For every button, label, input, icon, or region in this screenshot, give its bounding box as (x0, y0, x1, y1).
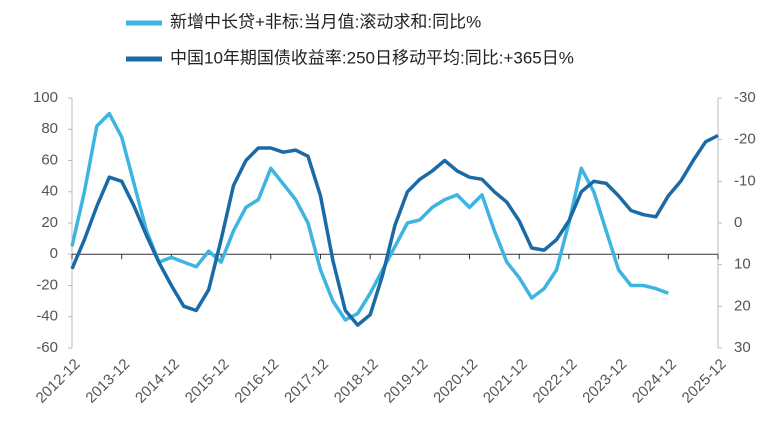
x-tick-label: 2023-12 (579, 356, 630, 407)
series-line (70, 133, 719, 327)
x-tick-label: 2019-12 (381, 356, 432, 407)
y-tick-label: -60 (36, 339, 58, 356)
y-tick-label: -20 (36, 276, 58, 293)
x-tick-label: 2012-12 (33, 356, 84, 407)
y-tick-label: 100 (33, 89, 58, 106)
y2-tick-label: -10 (734, 172, 756, 189)
y-tick-label: 60 (41, 151, 58, 168)
y-tick-label: 0 (50, 245, 58, 262)
x-tick-label: 2016-12 (231, 356, 282, 407)
series-line (70, 111, 669, 322)
x-tick-label: 2015-12 (182, 356, 233, 407)
x-tick-label: 2022-12 (530, 356, 581, 407)
x-tick-label: 2021-12 (480, 356, 531, 407)
x-tick-label: 2020-12 (430, 356, 481, 407)
y-tick-label: -40 (36, 308, 58, 325)
y2-tick-label: 0 (734, 214, 742, 231)
x-tick-label: 2018-12 (331, 356, 382, 407)
x-tick-label: 2014-12 (132, 356, 183, 407)
x-tick-label: 2024-12 (629, 356, 680, 407)
legend-label: 中国10年期国债收益率:250日移动平均:同比:+365日% (170, 48, 574, 67)
y2-tick-label: 20 (734, 297, 751, 314)
x-tick-label: 2013-12 (82, 356, 133, 407)
y2-tick-label: -20 (734, 131, 756, 148)
y-tick-label: 80 (41, 120, 58, 137)
legend-label: 新增中长贷+非标:当月值:滚动求和:同比% (170, 12, 481, 31)
x-tick-label: 2017-12 (281, 356, 332, 407)
y-tick-label: 20 (41, 214, 58, 231)
y-tick-label: 40 (41, 183, 58, 200)
y2-tick-label: -30 (734, 89, 756, 106)
y2-tick-label: 10 (734, 256, 751, 273)
x-tick-label: 2025-12 (679, 356, 730, 407)
y2-tick-label: 30 (734, 339, 751, 356)
